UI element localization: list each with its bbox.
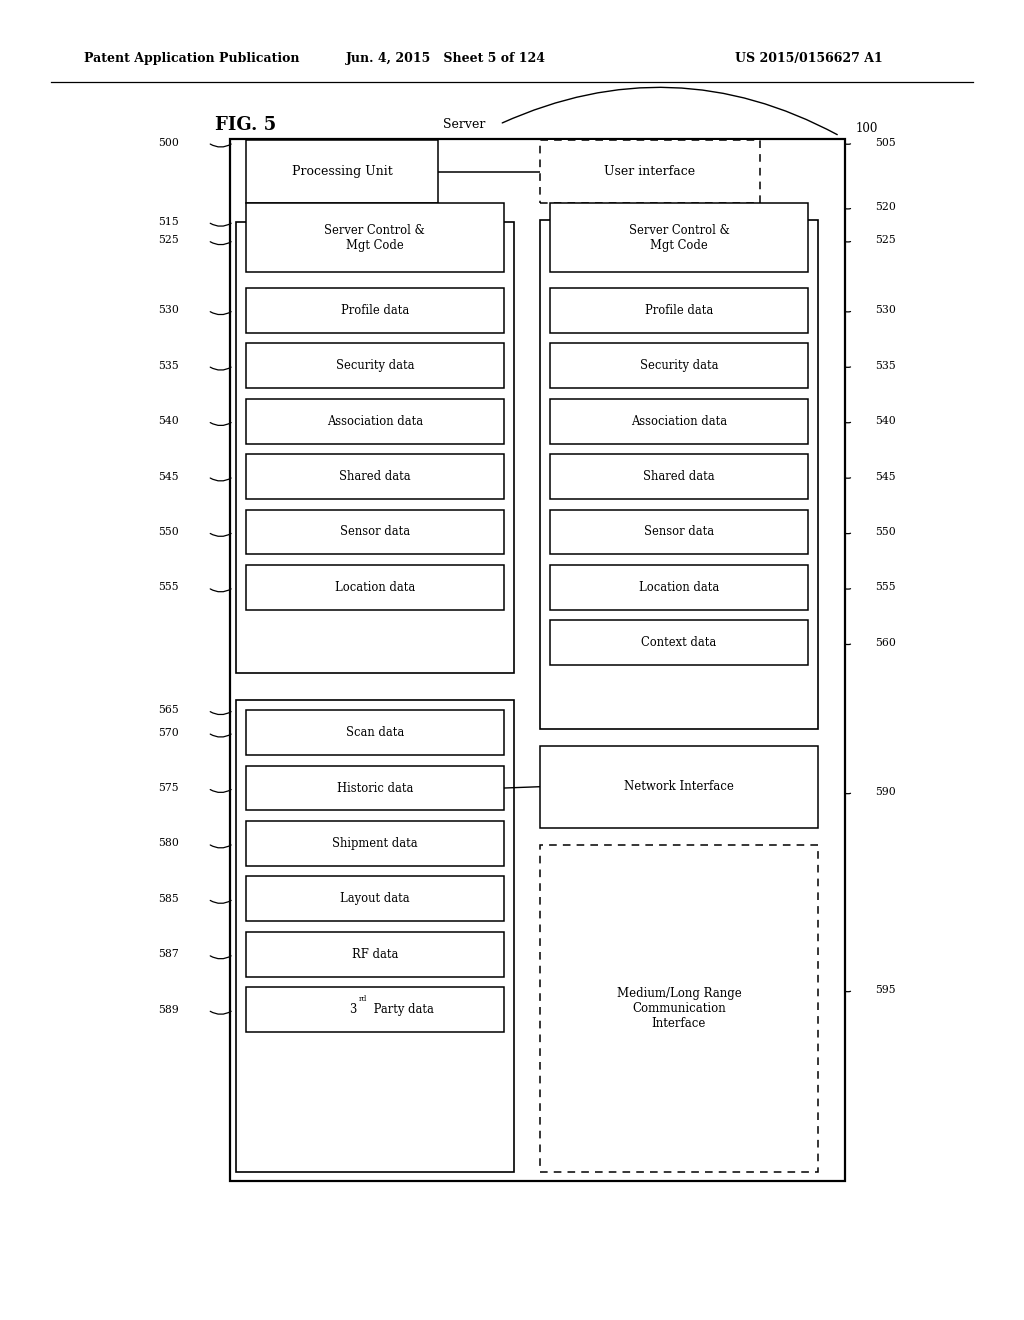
Text: Context data: Context data (641, 636, 717, 649)
Bar (540, 140, 760, 203)
Text: Sensor data: Sensor data (644, 525, 714, 539)
Text: 540: 540 (159, 416, 179, 426)
Text: 550: 550 (159, 527, 179, 537)
Text: Association data: Association data (327, 414, 423, 428)
Text: 589: 589 (159, 1005, 179, 1015)
Text: Association data: Association data (631, 414, 727, 428)
Bar (246, 766, 504, 810)
Text: Sensor data: Sensor data (340, 525, 410, 539)
Text: Shipment data: Shipment data (332, 837, 418, 850)
Bar (246, 288, 504, 333)
Bar (550, 510, 808, 554)
Text: 545: 545 (876, 471, 896, 482)
Text: Security data: Security data (336, 359, 414, 372)
Text: 530: 530 (876, 305, 896, 315)
Text: 525: 525 (876, 235, 896, 246)
Text: RF data: RF data (351, 948, 398, 961)
Text: Server Control &
Mgt Code: Server Control & Mgt Code (629, 223, 729, 252)
Text: Security data: Security data (640, 359, 718, 372)
Text: 585: 585 (159, 894, 179, 904)
Text: 520: 520 (876, 202, 896, 213)
Text: Profile data: Profile data (645, 304, 713, 317)
Text: User interface: User interface (604, 165, 695, 178)
Text: Context Database: Context Database (322, 711, 428, 725)
Bar (236, 222, 514, 673)
Text: 580: 580 (159, 838, 179, 849)
Bar (550, 454, 808, 499)
Text: 575: 575 (159, 783, 179, 793)
Text: Patent Application Publication: Patent Application Publication (84, 51, 299, 65)
Bar (246, 140, 438, 203)
Text: 555: 555 (159, 582, 179, 593)
Text: Shared data: Shared data (643, 470, 715, 483)
Bar (550, 203, 808, 272)
Text: 515: 515 (159, 216, 179, 227)
Bar (550, 399, 808, 444)
Text: 525: 525 (159, 235, 179, 246)
Bar (246, 343, 504, 388)
Text: US 2015/0156627 A1: US 2015/0156627 A1 (735, 51, 883, 65)
Bar (540, 220, 818, 729)
Text: 570: 570 (159, 727, 179, 738)
Text: Historic data: Historic data (337, 781, 413, 795)
Text: Location data: Location data (639, 581, 719, 594)
Bar (550, 620, 808, 665)
Bar (540, 746, 818, 828)
Bar (230, 139, 845, 1181)
Bar (246, 932, 504, 977)
Text: Network Interface: Network Interface (624, 780, 734, 793)
Bar (246, 710, 504, 755)
Text: 3: 3 (349, 1003, 356, 1016)
Bar (236, 700, 514, 1172)
Text: 535: 535 (876, 360, 896, 371)
Text: FIG. 5: FIG. 5 (215, 116, 276, 135)
Bar (246, 454, 504, 499)
Bar (246, 821, 504, 866)
Text: Profile data: Profile data (341, 304, 409, 317)
Bar (246, 203, 504, 272)
Bar (540, 845, 818, 1172)
Text: Server Control &
Mgt Code: Server Control & Mgt Code (325, 223, 425, 252)
Text: Medium/Long Range
Communication
Interface: Medium/Long Range Communication Interfac… (616, 987, 741, 1030)
Text: 587: 587 (159, 949, 179, 960)
Bar (550, 288, 808, 333)
Text: 550: 550 (876, 527, 896, 537)
Text: 505: 505 (876, 137, 896, 148)
Text: Memory Storage: Memory Storage (325, 234, 425, 247)
Text: Volatile memory: Volatile memory (631, 232, 727, 246)
Bar (246, 510, 504, 554)
Text: 595: 595 (876, 985, 896, 995)
Text: rd: rd (358, 995, 367, 1003)
Text: 545: 545 (159, 471, 179, 482)
Text: Layout data: Layout data (340, 892, 410, 906)
Bar (246, 399, 504, 444)
Text: 590: 590 (876, 787, 896, 797)
Text: 565: 565 (159, 705, 179, 715)
Text: Scan data: Scan data (346, 726, 403, 739)
Text: 555: 555 (876, 582, 896, 593)
Text: Processing Unit: Processing Unit (292, 165, 392, 178)
Text: Party data: Party data (370, 1003, 433, 1016)
Text: 540: 540 (876, 416, 896, 426)
Text: 500: 500 (159, 137, 179, 148)
Text: Server: Server (442, 117, 485, 131)
Bar (246, 565, 504, 610)
Text: 535: 535 (159, 360, 179, 371)
Bar (246, 987, 504, 1032)
Text: 560: 560 (876, 638, 896, 648)
Bar (246, 876, 504, 921)
Text: Jun. 4, 2015   Sheet 5 of 124: Jun. 4, 2015 Sheet 5 of 124 (345, 51, 546, 65)
Bar (550, 565, 808, 610)
Bar (550, 343, 808, 388)
Text: 530: 530 (159, 305, 179, 315)
Text: Location data: Location data (335, 581, 415, 594)
Text: Shared data: Shared data (339, 470, 411, 483)
Text: 100: 100 (856, 121, 879, 135)
